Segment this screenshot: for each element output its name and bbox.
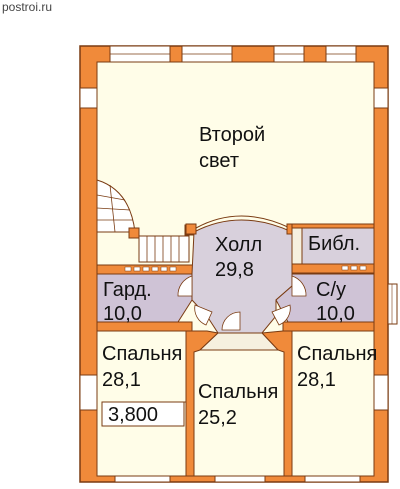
- room-second-light-line1: Второй: [199, 124, 265, 146]
- window-left-2: [79, 374, 98, 411]
- library-room: [301, 227, 375, 265]
- room-bedroom-left-area: 28,1: [102, 369, 141, 391]
- wardrobe-room: [96, 273, 193, 323]
- room-wardrobe-area: 10,0: [103, 303, 142, 325]
- window-bottom-2: [214, 475, 266, 483]
- window-bottom-3: [304, 475, 361, 483]
- room-bedroom-center-area: 25,2: [198, 407, 237, 429]
- room-bathroom-name: С/у: [316, 279, 346, 301]
- room-library-name: Библ.: [308, 233, 360, 255]
- window-right-1: [373, 87, 389, 109]
- window-right-2: [373, 374, 389, 411]
- hall-area: [191, 219, 293, 334]
- ceiling-height-box: [101, 401, 185, 427]
- ceiling-height-value: 3,800: [108, 404, 158, 426]
- window-bath: [387, 283, 398, 325]
- window-left-1: [79, 87, 98, 109]
- doors: [177, 275, 307, 331]
- window-bottom-1: [114, 475, 171, 483]
- room-second-light-line2: свет: [199, 150, 239, 172]
- watermark-text: postroi.ru: [2, 0, 53, 14]
- room-hall-name: Холл: [215, 234, 262, 256]
- room-hall-area: 29,8: [215, 259, 254, 281]
- room-bedroom-right-name: Спальня: [297, 343, 377, 365]
- room-wardrobe-name: Гард.: [103, 279, 152, 301]
- room-bedroom-left-name: Спальня: [102, 343, 182, 365]
- room-bedroom-right-area: 28,1: [297, 369, 336, 391]
- railing-right: [291, 263, 375, 274]
- room-bathroom-area: 10,0: [316, 303, 355, 325]
- room-bedroom-center-name: Спальня: [198, 381, 278, 403]
